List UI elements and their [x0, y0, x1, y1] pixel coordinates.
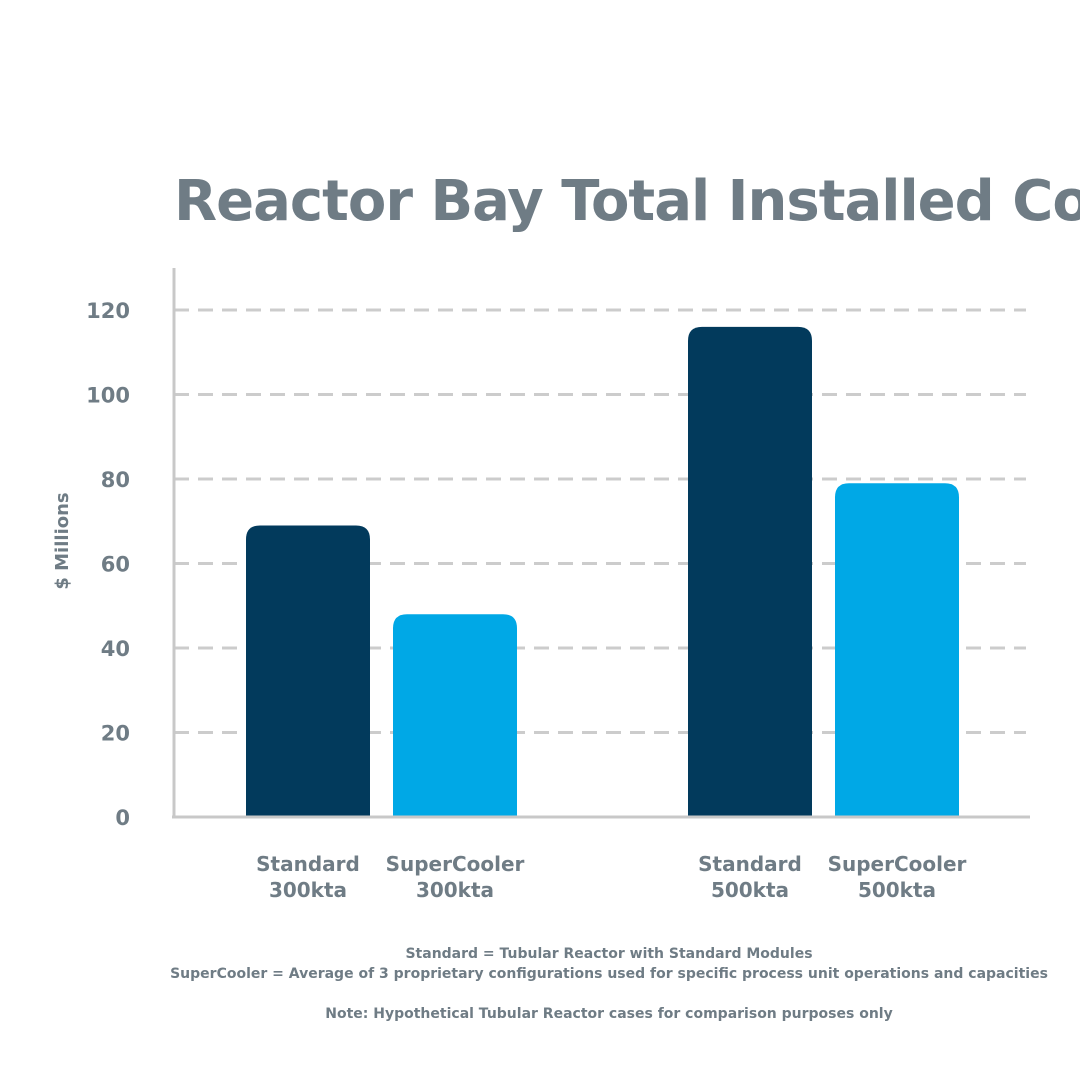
y-tick-label: 60: [101, 553, 130, 577]
y-tick-label: 120: [86, 299, 130, 323]
x-category-label: Standard: [698, 852, 802, 876]
y-tick-label: 20: [101, 722, 130, 746]
y-tick-label: 0: [115, 806, 130, 830]
x-category-sublabel: 500kta: [858, 878, 936, 902]
note-hypothetical: Note: Hypothetical Tubular Reactor cases…: [325, 1006, 892, 1022]
x-axis-categories: Standard300ktaSuperCooler300ktaStandard5…: [256, 852, 966, 902]
bar-standard-500kta: [688, 326, 812, 817]
y-tick-label: 100: [86, 384, 130, 408]
chart-title: Reactor Bay Total Installed Cost: [174, 169, 1080, 234]
bar-supercooler-500kta: [835, 483, 959, 817]
bars: [246, 326, 959, 817]
x-category-label: Standard: [256, 852, 360, 876]
x-category-sublabel: 300kta: [269, 878, 347, 902]
x-category-label: SuperCooler: [386, 852, 525, 876]
y-axis-label: $ Millions: [52, 492, 73, 589]
bar-supercooler-300kta: [393, 614, 517, 817]
note-standard: Standard = Tubular Reactor with Standard…: [405, 946, 812, 962]
y-tick-label: 80: [101, 468, 130, 492]
note-supercooler: SuperCooler = Average of 3 proprietary c…: [170, 966, 1048, 982]
x-category-sublabel: 500kta: [711, 878, 789, 902]
y-tick-label: 40: [101, 637, 130, 661]
x-category-label: SuperCooler: [828, 852, 967, 876]
y-axis-ticks: 0 20 40 60 80 100 120: [86, 299, 130, 830]
x-category-sublabel: 300kta: [416, 878, 494, 902]
bar-standard-300kta: [246, 525, 370, 817]
